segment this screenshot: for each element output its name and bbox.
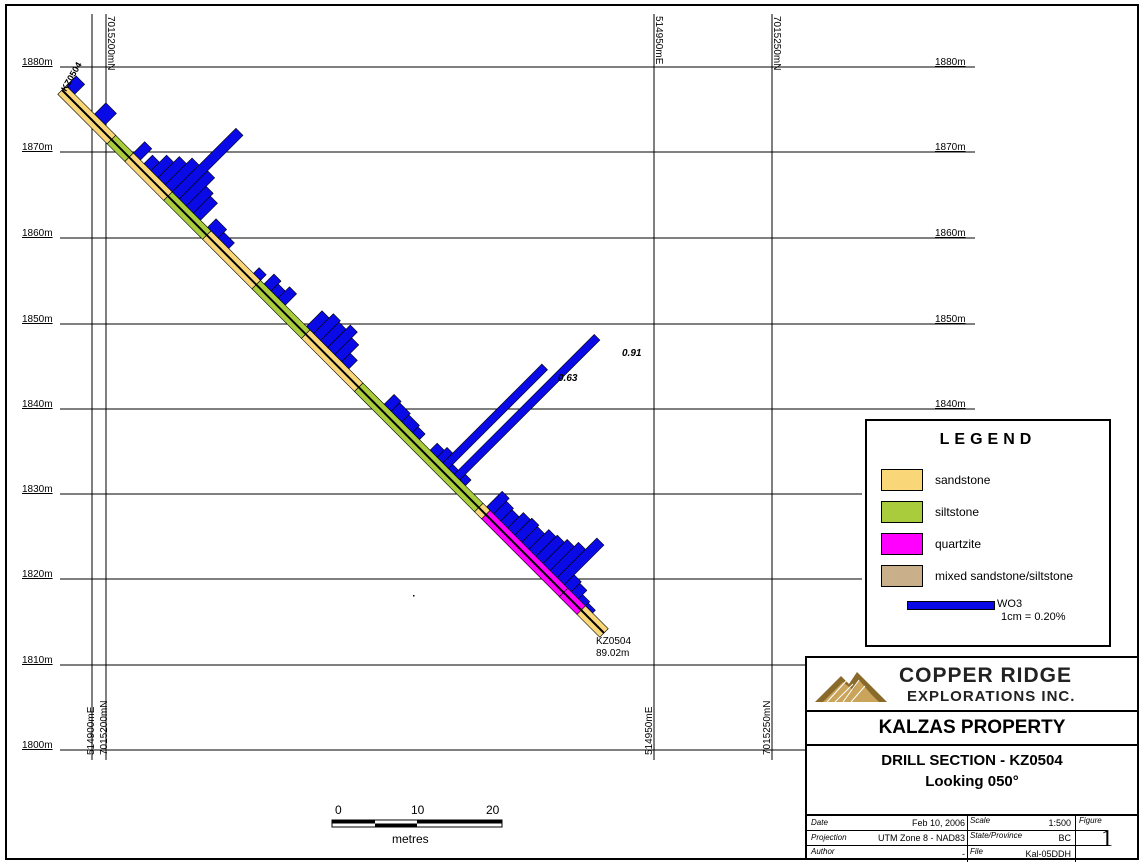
legend-label: mixed sandstone/siltstone (935, 569, 1074, 583)
elev-label: 1840m (22, 399, 53, 410)
elev-label: 1860m (22, 228, 53, 239)
section-orientation: Looking 050° (925, 773, 1019, 790)
scale-value: 1:500 (1048, 818, 1071, 828)
coord-label: 7015250mN (771, 16, 782, 70)
elev-label: 1800m (22, 740, 53, 751)
figure-label: Figure (1079, 816, 1102, 825)
legend-label: siltstone (935, 505, 980, 519)
elevation-labels-right: 1880m 1870m 1860m 1850m 1840m (935, 57, 966, 410)
quartzite-swatch (881, 533, 923, 555)
elev-label: 1850m (22, 314, 53, 325)
state-label: State/Province (970, 831, 1023, 840)
sandstone-swatch (881, 469, 923, 491)
elev-label: 1810m (22, 655, 53, 666)
legend-item: mixed sandstone/siltstone (881, 563, 1073, 589)
elev-label: 1840m (935, 399, 966, 410)
drill-hole-trace (57, 85, 609, 638)
elev-label: 1820m (22, 569, 53, 580)
coord-label: 7015250mN (762, 701, 773, 755)
scale-tick-label: 0 (335, 803, 342, 817)
file-value: Kal-05DDH (1025, 849, 1071, 859)
author-value: - (962, 849, 965, 859)
high-value-label: 0.63 (558, 373, 578, 384)
elev-label: 1870m (22, 142, 53, 153)
company-name: COPPER RIDGE (899, 664, 1073, 687)
projection-value: UTM Zone 8 - NAD83 (877, 833, 965, 843)
elevation-labels-left: 1880m 1870m 1860m 1850m 1840m 1830m 1820… (22, 57, 53, 751)
coord-label: 514900mE (86, 706, 97, 755)
title-block: COPPER RIDGE EXPLORATIONS INC. KALZAS PR… (805, 656, 1139, 862)
author-label: Author (811, 847, 835, 856)
elev-label: 1850m (935, 314, 966, 325)
scale-tick-label: 10 (411, 803, 425, 817)
legend-title: LEGEND (939, 431, 1037, 448)
scale-unit: metres (392, 832, 429, 846)
mountain-logo-icon (815, 672, 887, 703)
legend-label: quartzite (935, 537, 982, 551)
legend-item: siltstone (881, 499, 979, 525)
hole-centerline (61, 89, 605, 634)
eoh-label: KZ0504 (596, 636, 631, 647)
scale-bar: 0 10 20 metres (330, 802, 505, 852)
mixed-swatch (881, 565, 923, 587)
elev-label: 1880m (22, 57, 53, 68)
property-title: KALZAS PROPERTY (807, 712, 1137, 746)
scale-bar-graphic: 0 10 20 metres (331, 803, 503, 846)
company-subtitle: EXPLORATIONS INC. (907, 688, 1076, 705)
elev-label: 1860m (935, 228, 966, 239)
wo3-label: WO3 (997, 598, 1023, 610)
coord-label: 514950mE (653, 16, 664, 65)
figure-number: 1 (1101, 826, 1113, 852)
legend-item: quartzite (881, 531, 981, 557)
date-value: Feb 10, 2006 (911, 818, 965, 828)
projection-label: Projection (811, 833, 847, 842)
legend: LEGEND sandstone siltstone quartzite mix… (865, 419, 1111, 647)
elev-label: 1870m (935, 142, 966, 153)
company-header: COPPER RIDGE EXPLORATIONS INC. (807, 658, 1137, 712)
map-frame (5, 4, 1139, 860)
wo3-assay-bars (65, 75, 605, 614)
coordinate-labels-bottom: 514900mE 7015200mN 514950mE 7015250mN (86, 701, 773, 755)
file-label: File (970, 847, 983, 856)
scale-tick-label: 20 (486, 803, 500, 817)
coordinate-grid (91, 14, 773, 760)
scale-label: Scale (970, 816, 991, 825)
elev-label: 1830m (22, 484, 53, 495)
coord-label: 7015200mN (99, 701, 110, 755)
eoh-depth: 89.02m (596, 648, 629, 659)
wo3-bar (453, 334, 601, 481)
siltstone-swatch (881, 501, 923, 523)
high-value-label: 0.91 (622, 348, 642, 359)
elev-label: 1880m (935, 57, 966, 68)
map-dot (413, 595, 415, 597)
elevation-grid (60, 66, 975, 751)
coord-label: 7015200mN (105, 16, 116, 70)
state-value: BC (1058, 833, 1071, 843)
wo3-bar (442, 363, 548, 470)
wo3-swatch (907, 601, 995, 610)
date-label: Date (811, 818, 828, 827)
coord-label: 514950mE (644, 706, 655, 755)
wo3-scale: 1cm = 0.20% (1001, 611, 1066, 623)
section-title: DRILL SECTION - KZ0504 (881, 752, 1063, 769)
coordinate-labels-top: 7015200mN 514950mE 7015250mN (105, 16, 782, 70)
info-table: Date Feb 10, 2006 Scale 1:500 Figure 1 P… (807, 814, 1137, 862)
legend-item: sandstone (881, 467, 990, 493)
legend-label: sandstone (935, 473, 991, 487)
